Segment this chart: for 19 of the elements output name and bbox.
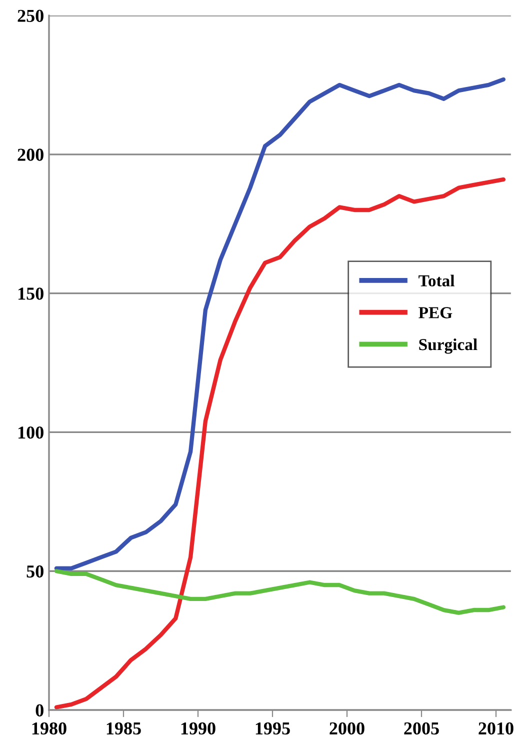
line-series (54, 77, 506, 570)
x-tick-label: 1980 (32, 722, 66, 735)
x-tick-label: 2005 (404, 722, 439, 735)
legend-label: PEG (418, 307, 452, 318)
x-tick-label: 1985 (106, 722, 141, 735)
y-tick-label: 250 (18, 10, 44, 22)
x-tick-label: 2000 (330, 722, 364, 735)
legend-label: Total (418, 274, 454, 286)
legend-label: Surgical (419, 338, 478, 354)
x-tick-label: 2010 (478, 722, 514, 735)
line-series (54, 569, 506, 615)
y-tick-label: 0 (36, 704, 44, 716)
line-series (54, 177, 506, 710)
y-tick-label: 150 (18, 288, 44, 300)
y-tick-label: 200 (18, 148, 44, 161)
x-tick-label: 1995 (256, 722, 290, 735)
x-tick-label: 1990 (181, 722, 216, 735)
y-tick-label: 50 (26, 565, 44, 578)
y-tick-label: 100 (18, 426, 44, 439)
